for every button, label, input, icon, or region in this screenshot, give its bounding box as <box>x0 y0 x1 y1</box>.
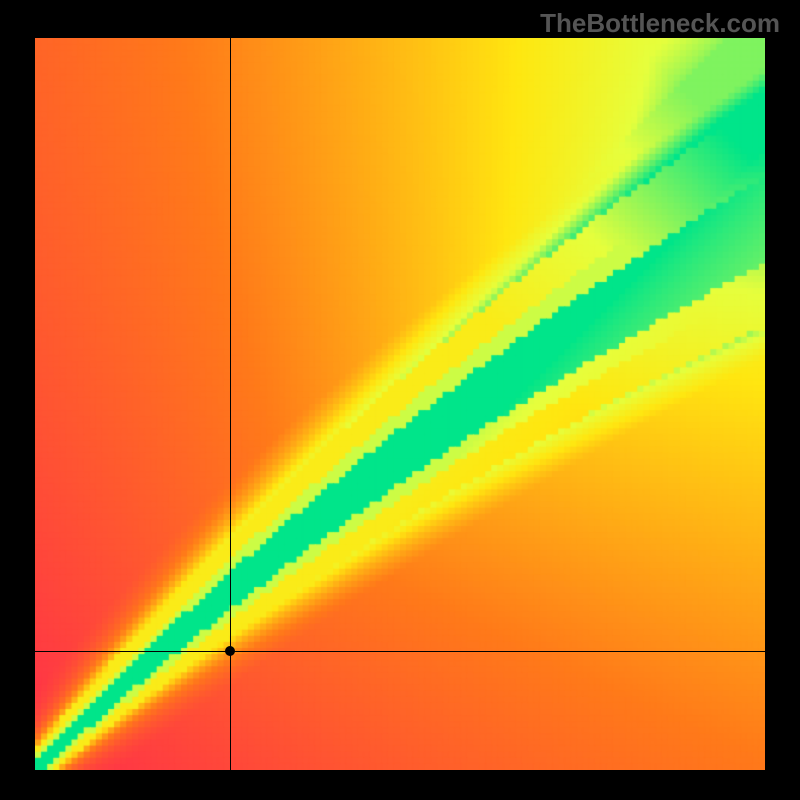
crosshair-horizontal <box>35 651 765 652</box>
marker-point <box>225 646 235 656</box>
chart-container: TheBottleneck.com <box>0 0 800 800</box>
crosshair-vertical <box>230 38 231 770</box>
watermark-text: TheBottleneck.com <box>540 8 780 39</box>
heatmap-canvas <box>35 38 765 770</box>
